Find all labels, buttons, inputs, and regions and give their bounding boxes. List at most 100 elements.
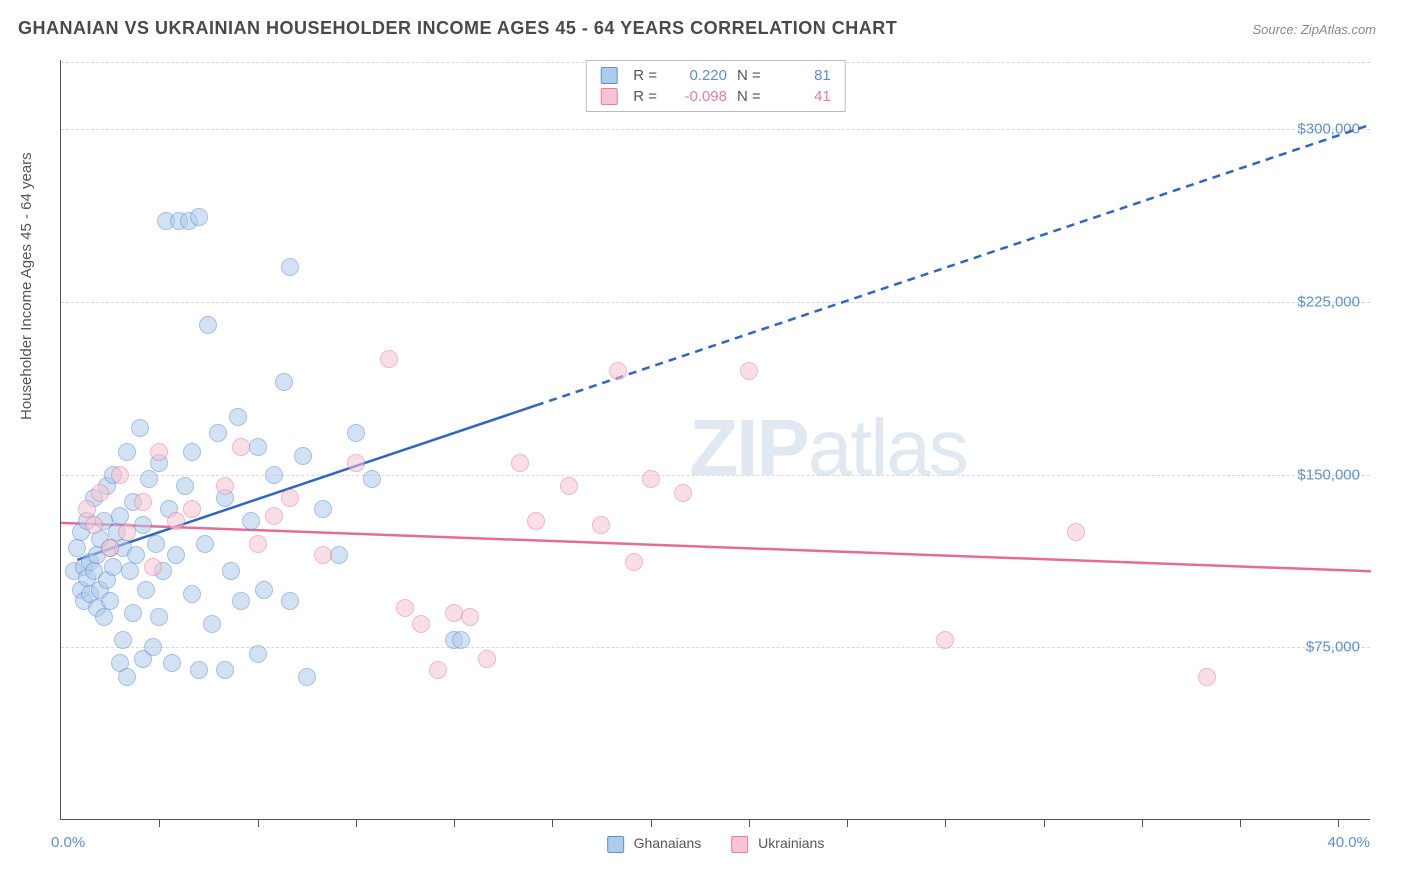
ghanaian-point (363, 470, 381, 488)
ghanaian-point (137, 581, 155, 599)
ghanaian-point (275, 373, 293, 391)
y-tick-label: $300,000 (1297, 121, 1360, 138)
ghanaian-point (196, 535, 214, 553)
r-label: R = (633, 67, 657, 84)
ghanaian-point (294, 447, 312, 465)
ukrainian-point (150, 443, 168, 461)
ukrainian-point (91, 484, 109, 502)
ukrainian-point (396, 599, 414, 617)
ukrainian-point (101, 539, 119, 557)
ghanaian-point (314, 500, 332, 518)
x-axis-max: 40.0% (1327, 834, 1370, 851)
ukrainian-point (511, 454, 529, 472)
swatch-ghanaian-icon (607, 836, 624, 853)
legend-label-ukrainian: Ukrainians (758, 835, 824, 851)
x-tick (1142, 819, 1143, 827)
x-tick (552, 819, 553, 827)
x-tick (454, 819, 455, 827)
x-tick (749, 819, 750, 827)
ukrainian-point (134, 493, 152, 511)
x-axis-min: 0.0% (51, 834, 85, 851)
y-axis-label: Householder Income Ages 45 - 64 years (18, 152, 35, 420)
x-tick (1338, 819, 1339, 827)
ghanaian-point (249, 645, 267, 663)
x-tick (651, 819, 652, 827)
ghanaian-point (209, 424, 227, 442)
ukrainian-point (412, 615, 430, 633)
ghanaian-point (190, 661, 208, 679)
ghanaian-point (222, 562, 240, 580)
ghanaian-point (190, 208, 208, 226)
legend-label-ghanaian: Ghanaians (634, 835, 702, 851)
ukrainian-point (429, 661, 447, 679)
gridline (61, 302, 1370, 303)
ukrainian-point (232, 438, 250, 456)
ghanaian-point (101, 592, 119, 610)
ukrainian-point (216, 477, 234, 495)
y-tick-label: $150,000 (1297, 466, 1360, 483)
ghanaian-trend-dashed (536, 124, 1371, 405)
ukrainian-point (445, 604, 463, 622)
ukrainian-point (281, 489, 299, 507)
swatch-ghanaian-icon (600, 67, 617, 84)
ukrainian-point (478, 650, 496, 668)
ukrainian-point (642, 470, 660, 488)
ghanaian-point (150, 608, 168, 626)
ukrainian-point (527, 512, 545, 530)
swatch-ukrainian-icon (600, 88, 617, 105)
n-value-ghanaian: 81 (771, 67, 831, 84)
ukrainian-point (111, 466, 129, 484)
ghanaian-point (281, 258, 299, 276)
n-label: N = (737, 67, 761, 84)
source-attribution: Source: ZipAtlas.com (1252, 22, 1376, 37)
ghanaian-point (118, 443, 136, 461)
n-value-ukrainian: 41 (771, 88, 831, 105)
ghanaian-point (95, 608, 113, 626)
ukrainian-point (1198, 668, 1216, 686)
ghanaian-point (144, 638, 162, 656)
chart-title: GHANAIAN VS UKRAINIAN HOUSEHOLDER INCOME… (18, 18, 897, 39)
ghanaian-point (127, 546, 145, 564)
ukrainian-point (118, 523, 136, 541)
ghanaian-point (330, 546, 348, 564)
ghanaian-point (216, 661, 234, 679)
ghanaian-point (163, 654, 181, 672)
ghanaian-point (176, 477, 194, 495)
ukrainian-point (380, 350, 398, 368)
ukrainian-point (592, 516, 610, 534)
plot-area: ZIPatlas $75,000 $150,000 $225,000 $300,000… (60, 60, 1370, 820)
ghanaian-point (131, 419, 149, 437)
ukrainian-point (249, 535, 267, 553)
watermark-bold: ZIP (689, 403, 807, 492)
ghanaian-point (140, 470, 158, 488)
ukrainian-point (167, 512, 185, 530)
swatch-ukrainian-icon (731, 836, 748, 853)
ghanaian-point (134, 516, 152, 534)
ghanaian-point (232, 592, 250, 610)
ghanaian-point (104, 558, 122, 576)
y-tick-label: $75,000 (1306, 639, 1360, 656)
legend-item-ghanaian: Ghanaians (607, 835, 702, 853)
ukrainian-point (740, 362, 758, 380)
ghanaian-point (242, 512, 260, 530)
ghanaian-point (114, 631, 132, 649)
ghanaian-point (265, 466, 283, 484)
ukrainian-point (625, 553, 643, 571)
ukrainian-point (144, 558, 162, 576)
ghanaian-point (249, 438, 267, 456)
y-tick-label: $225,000 (1297, 293, 1360, 310)
ghanaian-point (203, 615, 221, 633)
ukrainian-point (314, 546, 332, 564)
ghanaian-point (124, 604, 142, 622)
ukrainian-point (560, 477, 578, 495)
ghanaian-point (118, 668, 136, 686)
ukrainian-point (85, 516, 103, 534)
legend-item-ukrainian: Ukrainians (731, 835, 824, 853)
ghanaian-point (121, 562, 139, 580)
correlation-legend: R = 0.220 N = 81 R = -0.098 N = 41 (585, 60, 846, 112)
watermark: ZIPatlas (689, 402, 966, 494)
correlation-row-ukrainian: R = -0.098 N = 41 (600, 86, 831, 107)
ukrainian-point (461, 608, 479, 626)
ukrainian-point (936, 631, 954, 649)
ghanaian-point (347, 424, 365, 442)
